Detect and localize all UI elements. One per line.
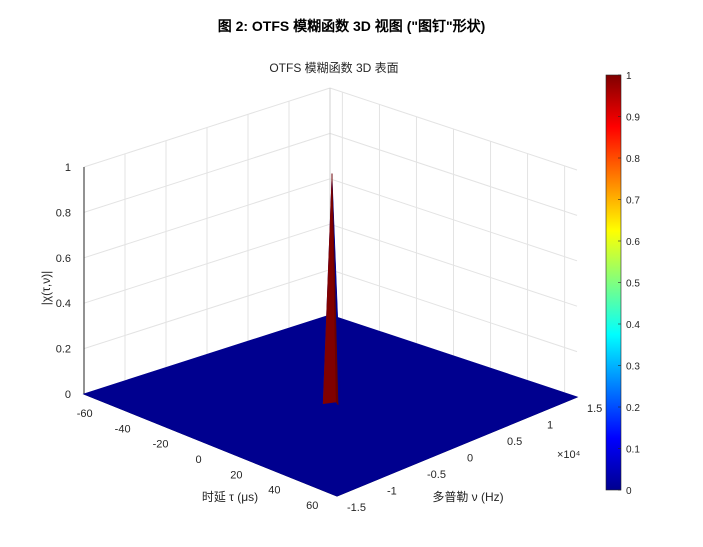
y-tick-label: 0.5 bbox=[507, 436, 522, 448]
z-tick-label: 0.6 bbox=[56, 253, 71, 265]
figure-title: 图 2: OTFS 模糊函数 3D 视图 ("图钉"形状) bbox=[217, 18, 486, 34]
z-tick-label: 0.2 bbox=[56, 344, 71, 356]
y-tick-label: 1 bbox=[547, 420, 553, 432]
z-tick-label: 0.8 bbox=[56, 207, 71, 219]
x-tick-label: 60 bbox=[306, 500, 318, 512]
colorbar-tick-label: 0.1 bbox=[626, 445, 640, 456]
colorbar-tick-label: 0.4 bbox=[626, 320, 640, 331]
z-axis-label: |χ(τ,ν)| bbox=[39, 271, 53, 306]
colorbar-tick-label: 0.9 bbox=[626, 113, 640, 124]
y-tick-label: -1.5 bbox=[347, 502, 366, 514]
z-tick-label: 0.4 bbox=[56, 298, 71, 310]
colorbar-tick-label: 0.7 bbox=[626, 196, 640, 207]
y-axis-label: 多普勒 ν (Hz) bbox=[432, 490, 503, 504]
x-tick-label: 0 bbox=[195, 454, 201, 466]
x-tick-label: -60 bbox=[77, 408, 93, 420]
x-tick-label: 40 bbox=[268, 485, 280, 497]
surface-base bbox=[82, 314, 579, 497]
colorbar-tick-label: 0.3 bbox=[626, 362, 640, 373]
x-axis-label: 时延 τ (μs) bbox=[202, 490, 258, 504]
colorbar-tick-label: 1 bbox=[626, 71, 632, 82]
y-tick-label: -0.5 bbox=[427, 469, 446, 481]
y-tick-label: 0 bbox=[467, 453, 473, 465]
surface bbox=[82, 173, 579, 497]
z-tick-label: 1 bbox=[65, 162, 71, 174]
y-tick-label: 1.5 bbox=[587, 403, 602, 415]
x-tick-label: -40 bbox=[115, 423, 131, 435]
y-tick-label: -1 bbox=[387, 486, 397, 498]
colorbar-tick-label: 0.6 bbox=[626, 237, 640, 248]
x-tick-label: -20 bbox=[153, 439, 169, 451]
colorbar-ticks: 0 0.1 0.2 0.3 0.4 0.5 0.6 0.7 0.8 0.9 1 bbox=[618, 71, 640, 497]
z-tick-label: 0 bbox=[65, 389, 71, 401]
colorbar-tick-label: 0 bbox=[626, 486, 632, 497]
x-tick-label: 20 bbox=[230, 469, 242, 481]
peak-face-red bbox=[331, 173, 339, 406]
colorbar-tick-label: 0.2 bbox=[626, 403, 640, 414]
y-axis-exponent: ×10⁴ bbox=[557, 449, 581, 461]
axes-title: OTFS 模糊函数 3D 表面 bbox=[269, 60, 398, 75]
colorbar-tick-label: 0.8 bbox=[626, 154, 640, 165]
colorbar-tick-label: 0.5 bbox=[626, 279, 640, 290]
